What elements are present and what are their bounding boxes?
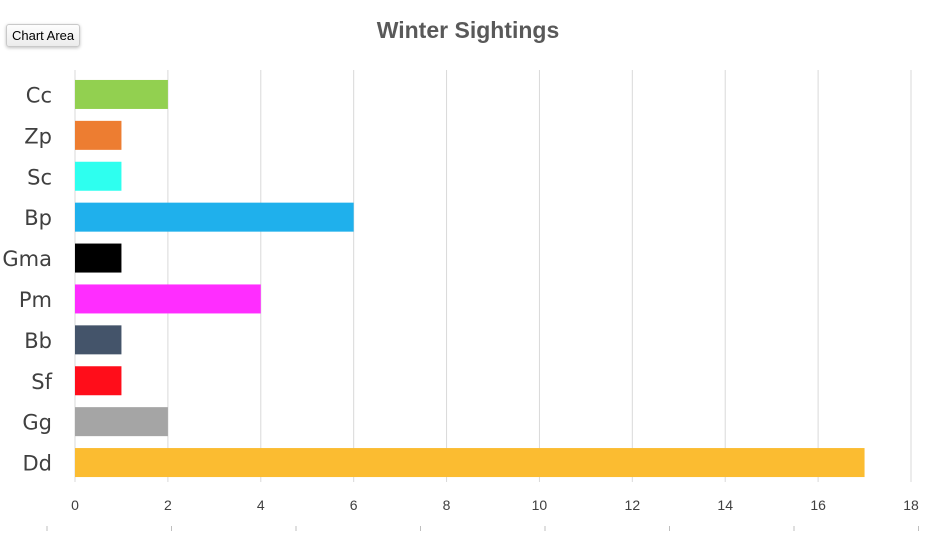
bar-pm bbox=[75, 284, 261, 314]
bar-zp bbox=[75, 120, 122, 150]
category-label-dd: Dd bbox=[22, 452, 52, 476]
bar-bp bbox=[75, 202, 354, 232]
bar-bb bbox=[75, 325, 122, 355]
category-label-sf: Sf bbox=[31, 370, 52, 394]
chart-area-tooltip: Chart Area bbox=[6, 24, 81, 47]
category-label-gg: Gg bbox=[22, 411, 52, 435]
category-label-gma: Gma bbox=[2, 247, 52, 271]
gridlines bbox=[46, 70, 919, 531]
x-tick-label: 12 bbox=[625, 497, 641, 513]
x-tick-label: 10 bbox=[532, 497, 548, 513]
category-label-sc: Sc bbox=[27, 165, 52, 189]
bars bbox=[75, 79, 865, 478]
category-label-bp: Bp bbox=[24, 206, 52, 230]
bar-cc bbox=[75, 79, 168, 109]
category-label-zp: Zp bbox=[24, 124, 52, 148]
bar-sf bbox=[75, 366, 122, 396]
x-tick-label: 2 bbox=[164, 497, 172, 513]
category-labels: Cc Zp Sc Bp Gma Pm Bb Sf Gg Dd bbox=[2, 83, 52, 475]
x-tick-label: 8 bbox=[443, 497, 451, 513]
bar-gma bbox=[75, 243, 122, 273]
x-tick-label: 18 bbox=[903, 497, 919, 513]
category-label-bb: Bb bbox=[24, 329, 52, 353]
bar-gg bbox=[75, 407, 168, 437]
bar-sc bbox=[75, 161, 122, 191]
category-label-pm: Pm bbox=[19, 288, 52, 312]
x-tick-label: 0 bbox=[71, 497, 79, 513]
x-tick-label: 14 bbox=[717, 497, 733, 513]
x-tick-label: 6 bbox=[350, 497, 358, 513]
x-tick-label: 16 bbox=[810, 497, 826, 513]
category-label-cc: Cc bbox=[26, 83, 52, 107]
chart-title: Winter Sightings bbox=[377, 17, 560, 43]
x-tick-labels: 0 2 4 6 8 10 12 14 16 18 bbox=[71, 497, 919, 513]
x-tick-label: 4 bbox=[257, 497, 265, 513]
bar-dd bbox=[75, 448, 865, 478]
